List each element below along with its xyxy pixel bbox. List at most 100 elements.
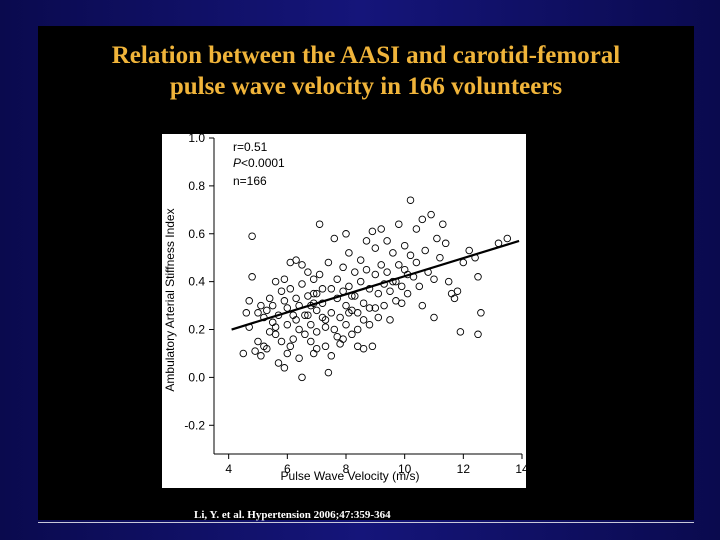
x-tick-label: 12: [457, 462, 471, 476]
data-point: [356, 256, 365, 264]
data-point: [268, 301, 277, 310]
data-point: [441, 239, 450, 248]
data-point: [351, 268, 359, 276]
data-point: [406, 251, 415, 260]
data-point: [312, 344, 321, 353]
x-tick-label: 6: [284, 462, 291, 476]
data-point: [309, 275, 318, 283]
data-point: [265, 294, 274, 303]
data-point: [263, 344, 271, 353]
data-point: [474, 330, 482, 339]
slide-title: Relation between the AASI and carotid-fe…: [38, 40, 694, 102]
data-point: [395, 261, 403, 269]
data-point: [397, 299, 406, 307]
data-point: [348, 330, 356, 339]
data-point: [359, 316, 368, 324]
data-point: [286, 285, 295, 293]
data-point: [321, 323, 330, 331]
data-point: [301, 311, 309, 319]
data-point: [342, 230, 350, 238]
data-point: [333, 275, 341, 283]
p-value: <0.0001: [241, 156, 285, 170]
data-point: [307, 320, 315, 329]
data-point: [248, 273, 256, 281]
data-point: [444, 277, 453, 286]
data-point: [301, 330, 309, 339]
data-point: [315, 220, 324, 228]
x-axis-label: Pulse Wave Velocity (m/s): [281, 469, 420, 483]
data-point: [330, 325, 339, 334]
data-point: [377, 261, 385, 269]
data-point: [307, 337, 315, 346]
data-point: [359, 344, 368, 353]
data-point: [450, 294, 459, 303]
y-tick-label: 0.8: [188, 179, 205, 193]
regression-layer: [231, 239, 520, 331]
data-point: [271, 277, 280, 286]
data-point: [386, 287, 394, 295]
data-point: [400, 241, 409, 250]
data-point: [286, 342, 295, 351]
n-label: n=166: [233, 174, 267, 188]
data-point: [245, 297, 253, 305]
data-point: [257, 301, 265, 310]
data-point: [439, 220, 447, 228]
data-point: [353, 325, 362, 334]
data-point: [292, 256, 300, 264]
data-point: [251, 347, 259, 355]
data-point: [292, 294, 300, 303]
data-point: [268, 318, 277, 327]
y-tick-label: 0.2: [188, 323, 205, 337]
data-point: [477, 309, 485, 317]
data-point: [324, 368, 333, 377]
data-point: [277, 337, 286, 346]
x-tick-label: 4: [225, 462, 232, 476]
data-point: [427, 210, 435, 219]
data-point: [403, 289, 412, 298]
data-point: [312, 289, 321, 298]
data-point: [365, 304, 374, 312]
x-tick-label: 8: [343, 462, 350, 476]
data-point: [265, 328, 274, 336]
data-point: [283, 304, 292, 312]
data-point: [327, 309, 336, 317]
data-point: [389, 249, 397, 257]
data-point: [295, 325, 303, 334]
data-point: [254, 309, 262, 317]
data-point: [342, 320, 350, 329]
data-point: [368, 227, 377, 236]
data-point: [327, 352, 336, 360]
citation: Li, Y. et al. Hypertension 2006;47:359-3…: [194, 509, 391, 521]
data-point: [362, 265, 371, 274]
data-point: [257, 352, 265, 360]
data-point: [371, 270, 380, 279]
data-point: [377, 225, 385, 233]
data-point: [324, 258, 333, 267]
data-point: [327, 285, 336, 293]
y-tick-label: -0.2: [184, 418, 205, 432]
data-point: [312, 328, 321, 336]
x-tick-label: 10: [398, 462, 412, 476]
data-point: [380, 301, 388, 310]
data-point: [289, 311, 297, 319]
points-layer: [239, 196, 512, 382]
data-point: [339, 335, 347, 343]
data-point: [400, 265, 409, 274]
data-point: [359, 299, 368, 307]
data-point: [345, 282, 353, 291]
data-point: [503, 234, 512, 243]
data-point: [312, 306, 321, 315]
data-point: [412, 225, 421, 233]
data-point: [365, 320, 374, 329]
data-point: [339, 263, 347, 272]
y-tick-label: 0.6: [188, 227, 205, 241]
footer-divider: [38, 522, 694, 523]
y-tick-label: 1.0: [188, 134, 205, 145]
data-point: [430, 275, 438, 283]
data-point: [436, 253, 444, 262]
data-point: [280, 275, 289, 283]
data-point: [342, 301, 350, 310]
data-point: [298, 373, 306, 382]
data-point: [330, 234, 339, 243]
data-point: [283, 320, 292, 329]
